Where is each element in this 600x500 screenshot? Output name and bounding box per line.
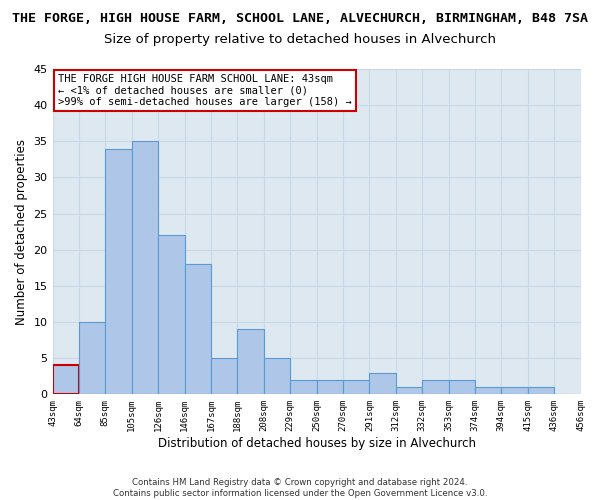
X-axis label: Distribution of detached houses by size in Alvechurch: Distribution of detached houses by size … <box>158 437 476 450</box>
Text: Size of property relative to detached houses in Alvechurch: Size of property relative to detached ho… <box>104 32 496 46</box>
Bar <box>422 380 449 394</box>
Bar <box>211 358 238 395</box>
Bar <box>79 322 106 394</box>
Bar <box>475 387 502 394</box>
Bar <box>396 387 422 394</box>
Bar <box>370 372 396 394</box>
Bar <box>238 330 264 394</box>
Text: Contains HM Land Registry data © Crown copyright and database right 2024.
Contai: Contains HM Land Registry data © Crown c… <box>113 478 487 498</box>
Bar <box>317 380 343 394</box>
Bar <box>53 366 79 394</box>
Bar <box>502 387 528 394</box>
Text: THE FORGE, HIGH HOUSE FARM, SCHOOL LANE, ALVECHURCH, BIRMINGHAM, B48 7SA: THE FORGE, HIGH HOUSE FARM, SCHOOL LANE,… <box>12 12 588 26</box>
Bar <box>106 148 132 394</box>
Bar <box>132 142 158 394</box>
Bar <box>528 387 554 394</box>
Bar <box>158 236 185 394</box>
Bar <box>264 358 290 395</box>
Bar <box>185 264 211 394</box>
Bar <box>449 380 475 394</box>
Text: THE FORGE HIGH HOUSE FARM SCHOOL LANE: 43sqm
← <1% of detached houses are smalle: THE FORGE HIGH HOUSE FARM SCHOOL LANE: 4… <box>58 74 352 107</box>
Bar <box>290 380 317 394</box>
Bar <box>343 380 370 394</box>
Y-axis label: Number of detached properties: Number of detached properties <box>15 138 28 324</box>
